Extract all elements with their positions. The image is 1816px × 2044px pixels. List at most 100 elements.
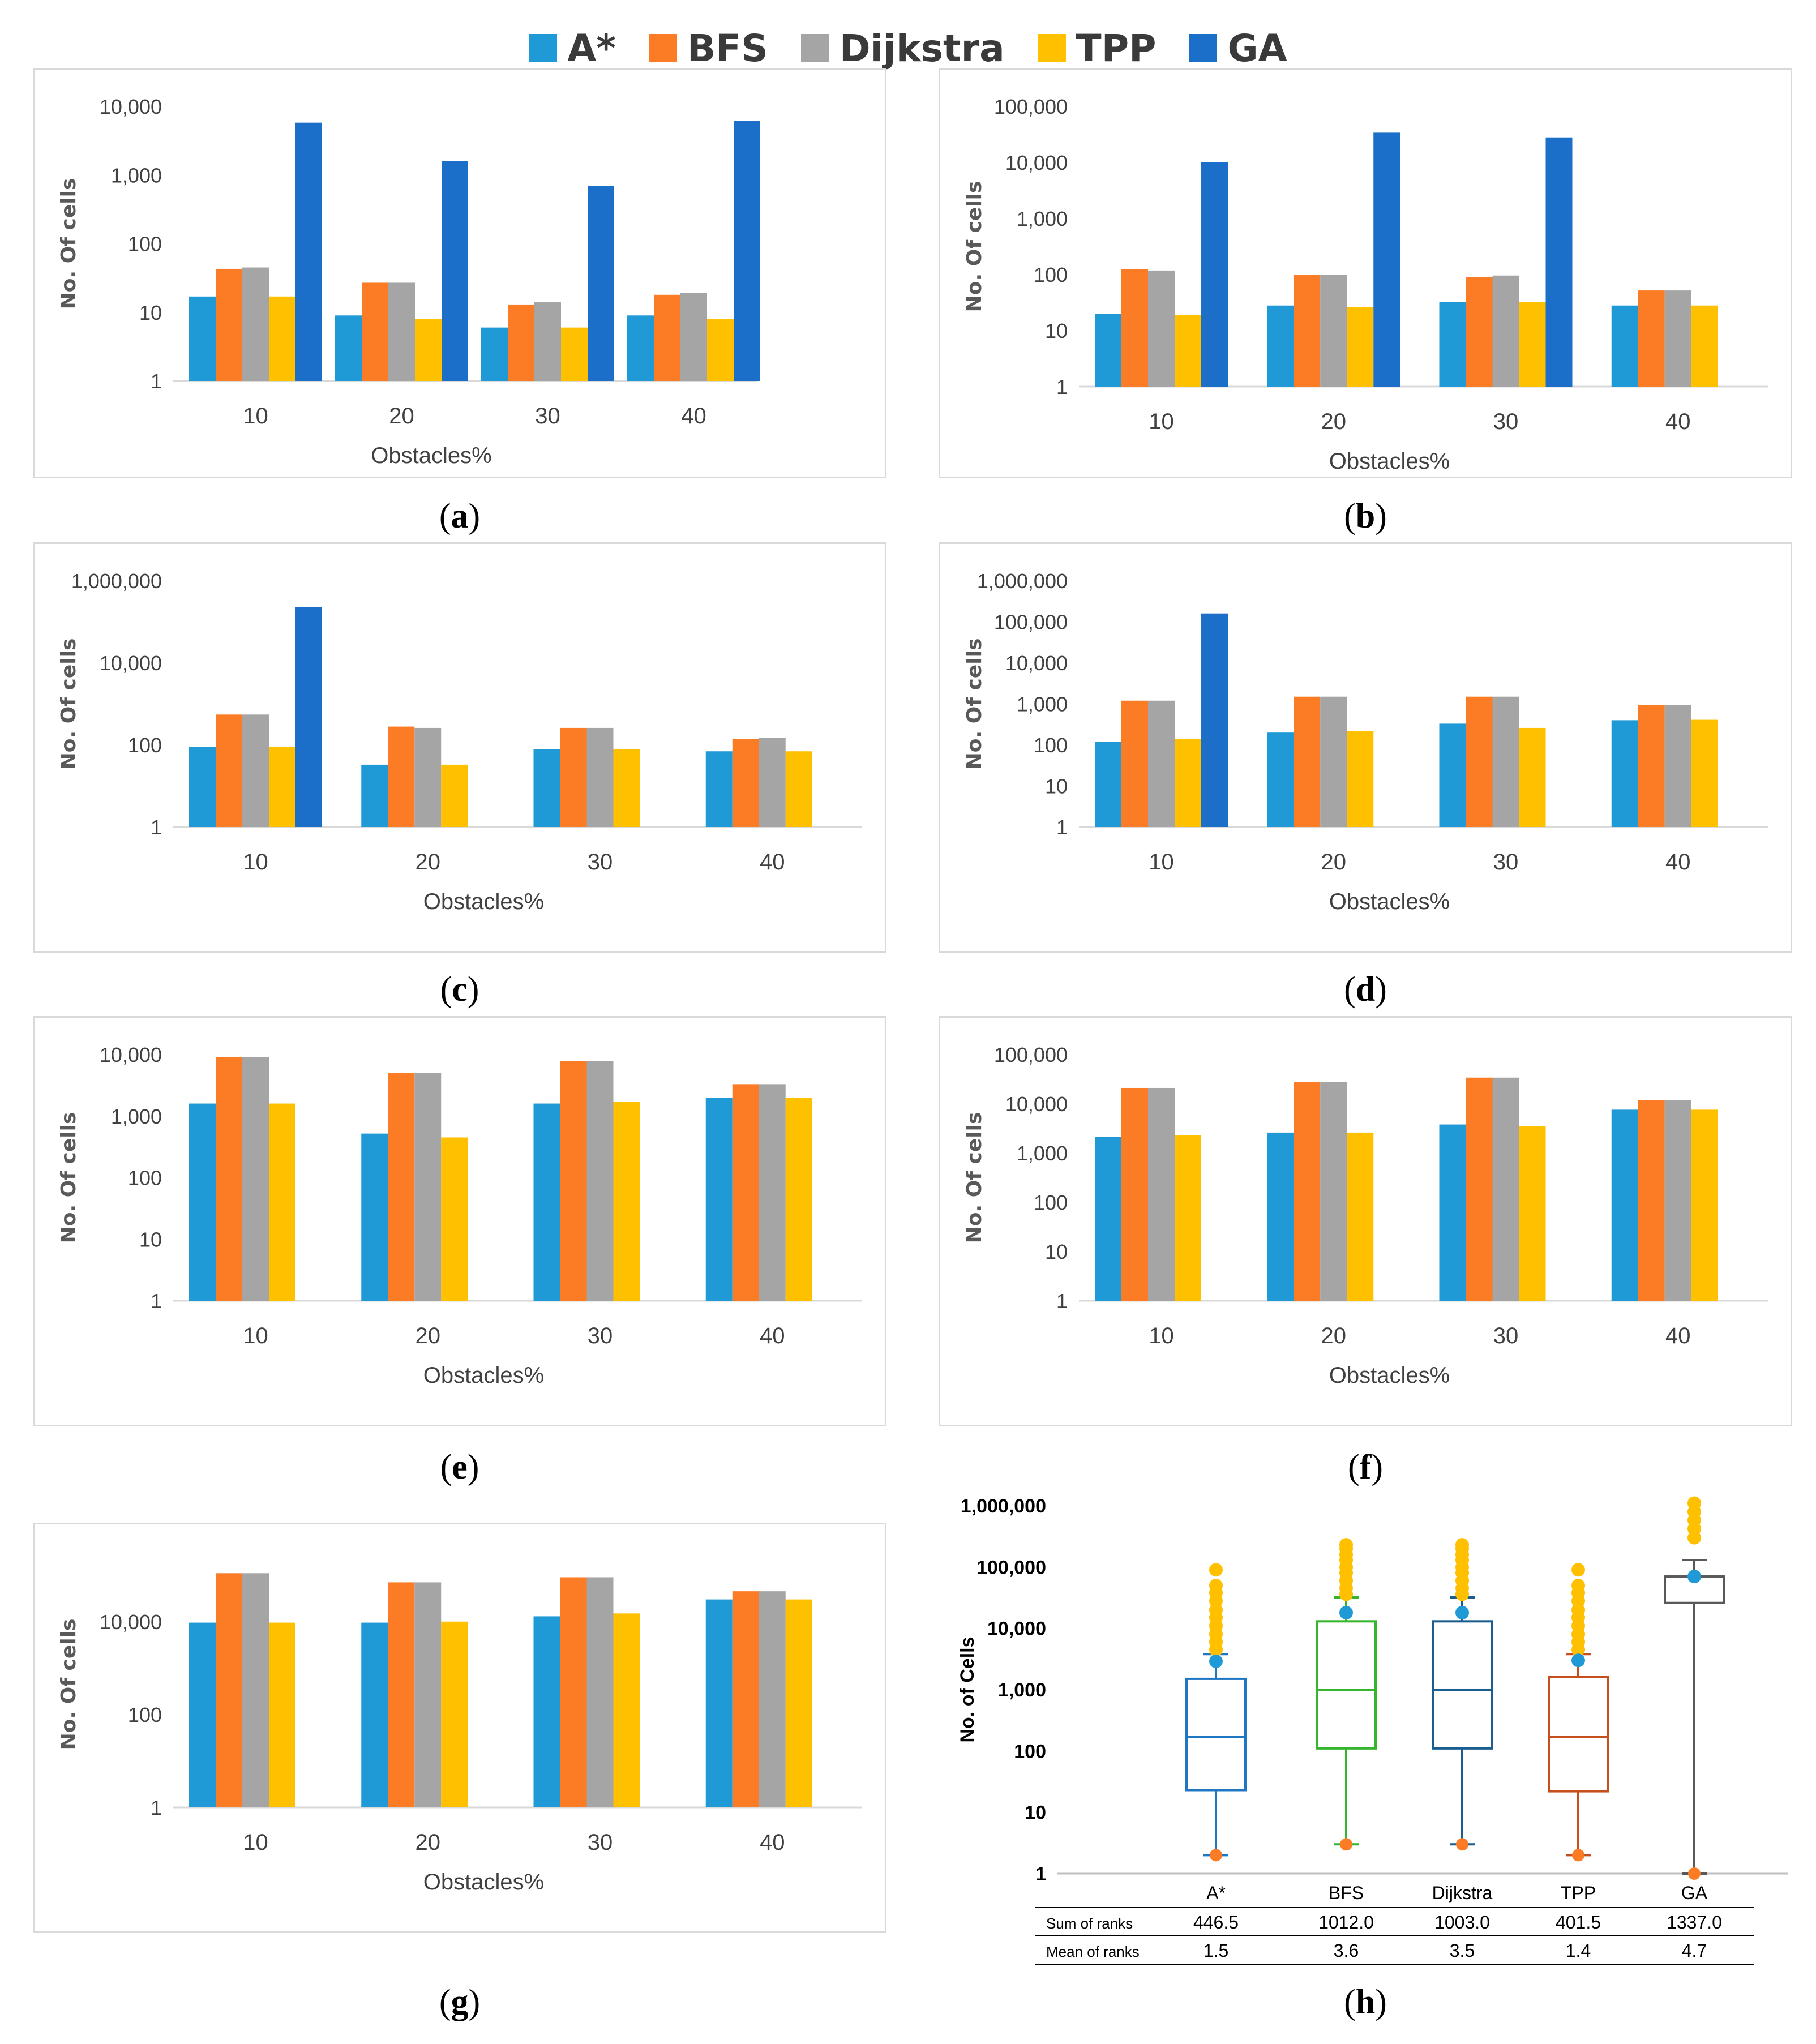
bar-a-tpp-40 xyxy=(707,319,734,381)
bar-c-bfs-30 xyxy=(560,727,587,827)
x-tick-label: 10 xyxy=(243,1830,268,1855)
mean-point xyxy=(1687,1570,1701,1584)
bar-f-bfs-30 xyxy=(1466,1077,1493,1301)
bar-d-bfs-30 xyxy=(1466,696,1493,827)
y-tick-label: 10,000 xyxy=(100,1610,162,1634)
bar-e-dijkstra-30 xyxy=(586,1061,614,1301)
y-tick-label: 10 xyxy=(139,1228,162,1251)
y-tick-label: 10,000 xyxy=(1005,652,1068,675)
chart-panel-g: 1 100 10,000 No. Of cells Obstacles% 10 20 30 40 xyxy=(33,1523,886,1933)
x-tick-label: Dijkstra xyxy=(1432,1883,1493,1903)
y-tick-label: 100,000 xyxy=(994,95,1068,118)
bar-d-dijkstra-10 xyxy=(1148,700,1175,827)
x-tick-label: 40 xyxy=(1665,409,1691,434)
table-cell: 3.6 xyxy=(1334,1940,1359,1961)
caption-b: (b) xyxy=(1344,497,1387,535)
legend-label: GA xyxy=(1227,26,1287,70)
x-tick-label: 40 xyxy=(1665,850,1691,875)
bar-b-astar-40 xyxy=(1611,305,1638,387)
bar-c-dijkstra-10 xyxy=(242,714,269,827)
bar-c-tpp-40 xyxy=(785,751,812,827)
bar-f-bfs-20 xyxy=(1294,1082,1321,1301)
box-tpp xyxy=(1548,1676,1609,1793)
legend-swatch-ga xyxy=(1189,34,1218,62)
y-tick-label: 1 xyxy=(1056,375,1068,398)
y-tick-label: 10 xyxy=(1045,1240,1068,1263)
bar-b-tpp-30 xyxy=(1519,302,1546,387)
bar-d-tpp-30 xyxy=(1519,727,1546,827)
x-tick-label: GA xyxy=(1681,1883,1708,1903)
bar-c-dijkstra-40 xyxy=(759,738,786,827)
x-tick-label: BFS xyxy=(1329,1883,1364,1903)
bar-c-astar-20 xyxy=(361,764,388,827)
bar-a-bfs-10 xyxy=(216,268,242,381)
legend-swatch-dijkstra xyxy=(800,34,829,62)
x-tick-label: 40 xyxy=(1665,1323,1691,1348)
caption-g: (g) xyxy=(439,1983,481,2021)
bar-b-dijkstra-40 xyxy=(1664,290,1691,387)
legend-item-dijkstra: Dijkstra xyxy=(800,27,1005,70)
x-axis-title: Obstacles% xyxy=(423,1870,544,1895)
bar-d-astar-20 xyxy=(1267,732,1294,827)
y-tick-label: 1,000 xyxy=(1017,693,1068,716)
bar-e-astar-20 xyxy=(361,1133,388,1301)
bar-g-dijkstra-10 xyxy=(242,1573,269,1807)
y-tick-label: 1 xyxy=(151,1796,162,1819)
caption-c: (c) xyxy=(440,970,479,1009)
bar-e-dijkstra-20 xyxy=(414,1073,442,1301)
bar-d-astar-40 xyxy=(1611,720,1638,827)
bar-e-tpp-30 xyxy=(613,1102,640,1301)
y-axis-title: No. Of cells xyxy=(963,639,986,770)
y-tick-label: 10,000 xyxy=(100,95,162,118)
table-cell: 1003.0 xyxy=(1434,1912,1490,1932)
table-row-header: Sum of ranks xyxy=(1046,1915,1133,1932)
y-axis-title: No. Of cells xyxy=(57,178,80,310)
x-tick-label: 40 xyxy=(760,850,785,875)
bar-f-astar-10 xyxy=(1095,1137,1121,1301)
bar-a-astar-30 xyxy=(481,327,508,381)
y-tick-label: 100 xyxy=(128,1703,162,1726)
legend-item-bfs: BFS xyxy=(648,27,768,70)
x-tick-label: 10 xyxy=(1149,850,1174,875)
bar-g-tpp-30 xyxy=(613,1613,640,1807)
bar-a-dijkstra-20 xyxy=(388,282,415,381)
bar-d-tpp-20 xyxy=(1347,731,1374,827)
outlier-point xyxy=(1455,1538,1469,1552)
legend-swatch-bfs xyxy=(648,34,677,62)
x-tick-label: 30 xyxy=(588,1830,613,1855)
chart-svg-c: 1 100 10,000 1,000,000 No. Of cells Obstacles… xyxy=(57,569,862,914)
bar-d-astar-30 xyxy=(1439,723,1466,827)
bar-b-bfs-20 xyxy=(1294,275,1321,387)
y-tick-label: 1 xyxy=(151,1289,162,1313)
x-tick-label: 30 xyxy=(588,850,613,875)
bar-b-ga-30 xyxy=(1545,137,1573,387)
bar-f-tpp-10 xyxy=(1175,1135,1201,1301)
legend-item-astar: A* xyxy=(529,27,616,70)
chart-panel-a: 1 10 100 1,000 10,000 No. Of cells Obstacles% 1… xyxy=(33,68,886,478)
x-tick-label: 30 xyxy=(588,1323,613,1348)
y-axis-title: No. Of cells xyxy=(963,181,986,312)
caption-a: (a) xyxy=(439,497,481,535)
bar-b-ga-10 xyxy=(1201,162,1228,387)
bar-f-dijkstra-10 xyxy=(1148,1087,1175,1301)
y-tick-label: 10,000 xyxy=(100,652,162,675)
y-axis-title: No. of Cells xyxy=(957,1636,978,1742)
x-tick-label: 10 xyxy=(1149,1323,1174,1348)
y-tick-label: 100,000 xyxy=(994,1043,1068,1066)
bar-g-astar-20 xyxy=(361,1622,388,1807)
bar-f-astar-20 xyxy=(1267,1132,1294,1301)
bar-g-astar-10 xyxy=(189,1622,216,1807)
y-tick-label: 100 xyxy=(128,233,162,256)
y-tick-label: 10,000 xyxy=(987,1618,1046,1640)
bar-e-bfs-20 xyxy=(388,1073,415,1301)
bar-b-dijkstra-20 xyxy=(1320,275,1347,387)
y-tick-label: 100 xyxy=(1014,1741,1046,1762)
bar-g-bfs-10 xyxy=(216,1573,242,1807)
bar-e-tpp-40 xyxy=(785,1098,812,1301)
bar-c-astar-40 xyxy=(705,751,733,827)
bar-a-ga-10 xyxy=(295,122,322,381)
outlier-point xyxy=(1209,1578,1223,1592)
bar-g-bfs-40 xyxy=(732,1591,759,1807)
x-tick-label: 40 xyxy=(681,404,706,428)
bar-e-bfs-40 xyxy=(732,1084,759,1301)
